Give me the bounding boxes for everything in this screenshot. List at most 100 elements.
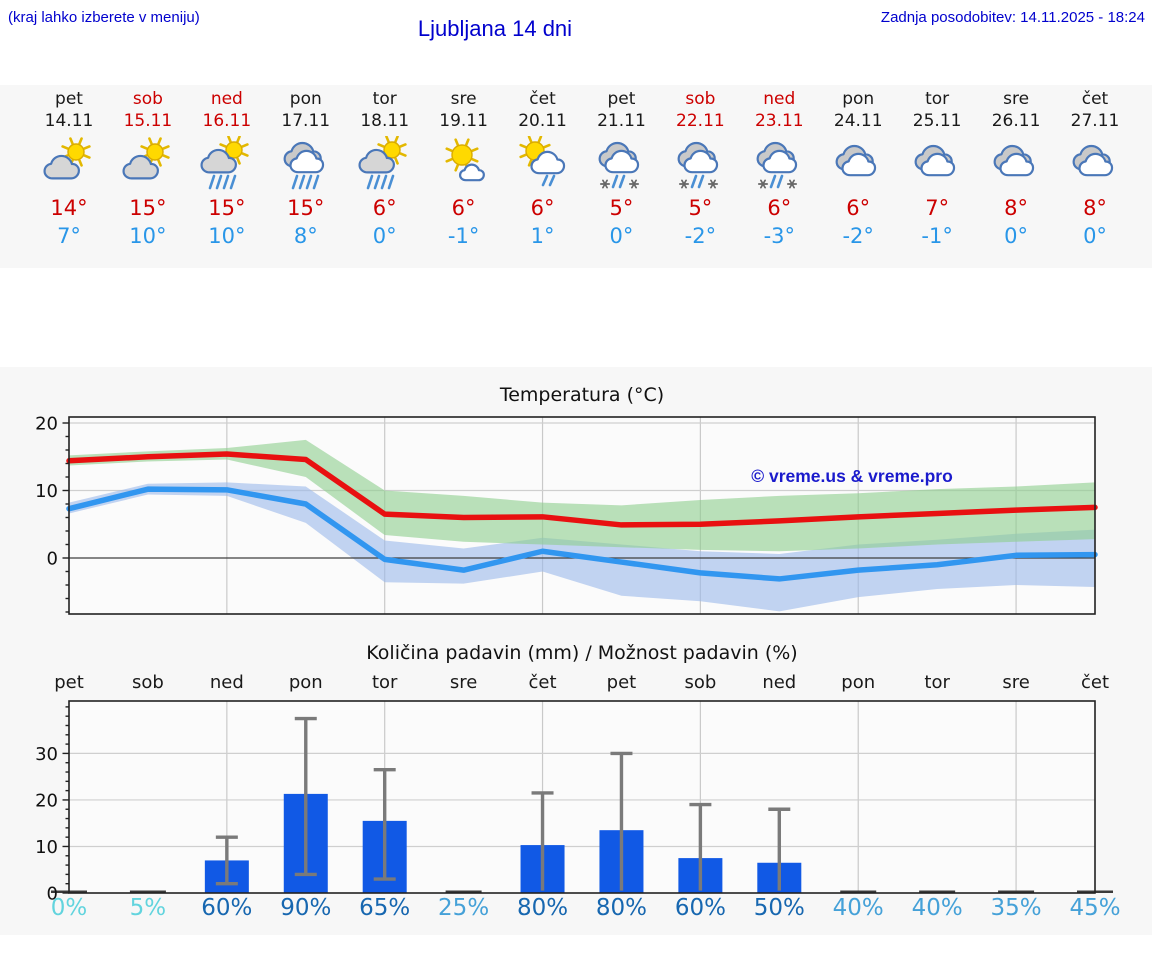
day-date: 16.11 [202,111,252,131]
day-date: 20.11 [518,111,567,131]
precip-probability: 80% [595,895,648,921]
temperature-chart-title: Temperatura (°C) [499,384,665,406]
sun-cloud-icon [108,136,188,192]
precip-probability: 50% [753,895,805,921]
day-name: ned [763,89,796,109]
day-date: 18.11 [360,111,410,131]
precip-probability: 80% [516,895,569,921]
precip-bar-trace [998,890,1035,893]
day-name: pet [55,89,83,109]
clouds-icon [976,136,1056,192]
precip-day-label: sob [684,672,717,693]
page-title: Ljubljana 14 dni [417,16,573,41]
clouds-sleet-icon [581,136,661,192]
forecast-day-14.11: pet 14.11 14° 7° [29,88,109,250]
precip-probability: 35% [990,895,1042,921]
precip-bar-trace [445,890,482,893]
day-date: 22.11 [676,111,725,131]
precip-probability: 40% [911,895,963,921]
temp-min: 10° [208,224,246,248]
temp-min: 10° [129,224,167,248]
day-name: pon [289,89,322,109]
clouds-sleet-icon [739,136,819,192]
svg-text:20: 20 [35,414,58,435]
day-date: 25.11 [912,111,962,131]
temp-max: 6° [846,196,871,220]
precip-day-label: ned [762,672,797,693]
day-name: tor [925,89,950,109]
temp-min: 8° [293,224,318,248]
precip-probability: 5% [129,895,167,921]
forecast-day-22.11: sob 22.11 5° -2° [660,88,740,250]
sun-cloud-icon [29,136,109,192]
precipitation-chart-title: Količina padavin (mm) / Možnost padavin … [366,642,798,664]
watermark: © vreme.us & vreme.pro [751,466,953,486]
day-name: pet [607,89,636,109]
sun-cloud-light-rain-icon [503,135,583,192]
temp-min: 1° [530,224,555,248]
precipitation-chart: 0 10 20 30 [35,700,1113,901]
precip-probability: 40% [832,895,884,921]
forecast-day-17.11: pon 17.11 15° 8° [266,88,346,250]
clouds-rain-icon [266,136,346,192]
location-menu-hint: (kraj lahko izberete v meniju) [8,9,200,26]
svg-text:10: 10 [35,837,58,858]
day-name: pon [842,89,875,109]
forecast-day-16.11: ned 16.11 15° 10° [187,88,267,250]
temp-min: 0° [1004,224,1028,248]
precip-day-label: pon [288,672,323,693]
precip-probability: 65% [359,895,411,921]
forecast-day-26.11: sre 26.11 8° 0° [976,88,1056,250]
forecast-day-27.11: čet 27.11 8° 0° [1055,88,1135,250]
temp-max: 6° [451,196,476,220]
temp-min: -3° [763,224,796,248]
precip-probability: 0% [50,895,88,921]
forecast-day-24.11: pon 24.11 6° -2° [818,88,898,250]
clouds-sleet-icon [660,136,740,192]
sun-small-cloud-icon [424,136,504,192]
day-name: sob [685,89,716,109]
forecast-day-23.11: ned 23.11 6° -3° [739,88,819,250]
temp-min: -2° [842,224,874,248]
day-date: 19.11 [439,111,488,131]
precip-day-label: čet [528,672,557,693]
temp-max: 15° [129,196,167,220]
temperature-chart: 0 10 20 © vreme.us & vreme.pro [35,414,1098,615]
forecast-day-20.11: čet 20.11 6° 1° [503,88,583,250]
forecast-strip: pet 14.11 14° 7° sob 15.11 15° 10° ned 16.11 15° 10… [0,85,1152,268]
sun-cloud-rain-icon [345,135,425,192]
temp-max: 15° [287,196,325,220]
day-name: sob [132,89,163,109]
forecast-day-19.11: sre 19.11 6° -1° [424,88,504,250]
temp-max: 5° [688,196,713,220]
temp-max: 14° [50,196,88,220]
temp-max: 8° [1083,196,1107,220]
precip-day-label: pet [54,672,84,693]
temp-max: 7° [925,196,950,220]
svg-text:0: 0 [47,884,58,901]
precip-probability: 45% [1069,895,1121,921]
precip-bar-trace [129,890,166,893]
temp-max: 5° [609,196,634,220]
day-name: sre [450,89,477,109]
precip-day-label: tor [371,672,398,693]
day-date: 26.11 [991,111,1041,131]
precip-day-label: tor [924,672,950,693]
day-name: ned [210,89,243,109]
day-date: 21.11 [597,111,646,131]
temp-min: 0° [1083,224,1107,248]
clouds-icon [897,136,977,192]
temp-min: -1° [447,224,480,248]
temp-min: 0° [372,224,397,248]
precip-day-label: sre [1002,672,1030,693]
temp-max: 6° [372,196,397,220]
precip-day-label: pon [841,672,876,693]
clouds-icon [1055,136,1135,192]
temp-max: 6° [767,196,792,220]
day-name: tor [372,89,397,109]
temp-min: -1° [921,224,953,248]
temp-max: 8° [1004,196,1028,220]
svg-text:20: 20 [35,790,58,811]
precip-probability: 90% [280,895,332,921]
